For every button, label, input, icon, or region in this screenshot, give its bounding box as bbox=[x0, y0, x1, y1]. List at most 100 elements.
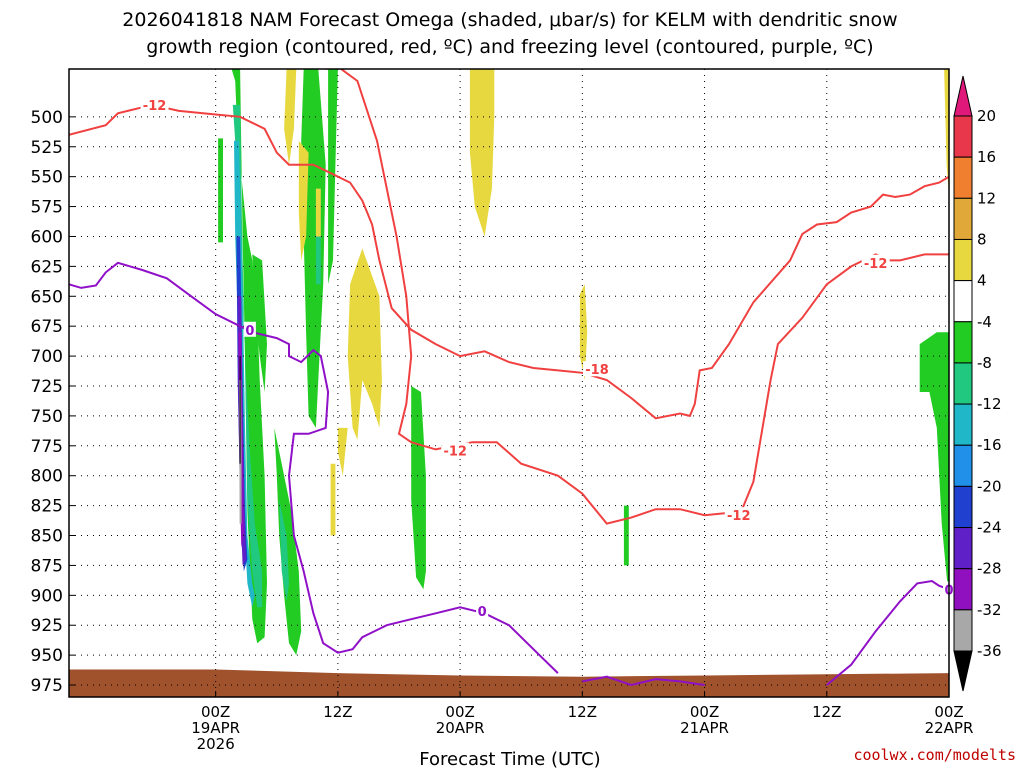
omega-neg-9 bbox=[623, 505, 629, 566]
colorbar-label: 4 bbox=[977, 272, 987, 290]
colorbar-bottom-arrow bbox=[953, 650, 973, 692]
x-tick-label: 22APR bbox=[925, 719, 974, 737]
colorbar-bin bbox=[953, 156, 973, 199]
red-contour-label-bg bbox=[861, 254, 890, 270]
colorbar-label: -16 bbox=[977, 436, 1002, 454]
x-tick-label: 19APR bbox=[191, 719, 240, 737]
colorbar-bin bbox=[953, 609, 973, 652]
colorbar-label: 8 bbox=[977, 230, 987, 248]
red-contour-label-bg bbox=[583, 361, 611, 377]
colorbar-bin bbox=[953, 403, 973, 446]
x-tick-label: 00Z bbox=[690, 703, 719, 721]
omega-pos-7 bbox=[469, 69, 495, 237]
omega-pos-3 bbox=[315, 188, 321, 237]
plot-gridlines bbox=[69, 69, 950, 697]
y-tick-label: 650 bbox=[31, 287, 63, 307]
omega-neg-1 bbox=[218, 138, 223, 243]
red-contour-label-bg bbox=[441, 442, 470, 458]
y-tick-label: 925 bbox=[31, 616, 63, 636]
purple-contour-label: 0 bbox=[245, 324, 254, 339]
y-tick-label: 825 bbox=[31, 497, 63, 517]
colorbar-label: -24 bbox=[977, 519, 1002, 537]
y-tick-label: 800 bbox=[31, 467, 63, 487]
colorbar-label: 20 bbox=[977, 107, 996, 125]
y-tick-label: 600 bbox=[31, 227, 63, 247]
credit-text: coolwx.com/modelts bbox=[853, 746, 1016, 764]
colorbar-bin bbox=[953, 115, 973, 158]
x-tick-label: 00Z bbox=[201, 703, 230, 721]
purple-contour-label-bg bbox=[243, 321, 256, 337]
omega-neg-11 bbox=[919, 332, 949, 602]
red-contour-label-bg bbox=[140, 96, 169, 112]
dgz-upper bbox=[69, 103, 949, 420]
x-tick-label: 12Z bbox=[568, 703, 597, 721]
red-contour-label: -12 bbox=[727, 509, 751, 524]
omega-neg-14 bbox=[279, 499, 289, 602]
y-tick-label: 975 bbox=[31, 676, 63, 696]
y-tick-label: 575 bbox=[31, 198, 63, 218]
y-tick-label: 950 bbox=[31, 646, 63, 666]
colorbar-label: -12 bbox=[977, 395, 1002, 413]
contour-lines bbox=[69, 69, 949, 687]
terrain-polygon bbox=[69, 669, 949, 697]
y-tick-label: 725 bbox=[31, 377, 63, 397]
x-tick-label: 2026 bbox=[197, 735, 235, 753]
x-tick-label: 00Z bbox=[934, 703, 963, 721]
red-contour-label: -12 bbox=[864, 257, 888, 272]
colorbar-bin bbox=[953, 238, 973, 282]
omega-pos-5 bbox=[337, 427, 348, 476]
y-tick-label: 900 bbox=[31, 586, 63, 606]
freezing-level-left bbox=[69, 261, 559, 674]
chart-title-line2: growth region (contoured, red, ºC) and f… bbox=[146, 36, 873, 58]
purple-contour-label-bg bbox=[476, 602, 489, 618]
x-tick-label: 00Z bbox=[445, 703, 474, 721]
colorbar-bin bbox=[953, 527, 973, 570]
y-tick-label: 775 bbox=[31, 437, 63, 457]
x-tick-label: 12Z bbox=[323, 703, 352, 721]
y-tick-label: 750 bbox=[31, 407, 63, 427]
x-axis-label: Forecast Time (UTC) bbox=[419, 749, 600, 768]
chart-title-line1: 2026041818 NAM Forecast Omega (shaded, μ… bbox=[122, 9, 897, 31]
omega-pos-6 bbox=[330, 463, 336, 536]
y-axis: 500 525 550 575 600 625 650 675 700 725 750 775 800 8… bbox=[31, 108, 75, 696]
terrain-fill bbox=[69, 669, 949, 697]
colorbar-label: -36 bbox=[977, 642, 1002, 660]
colorbar-bin bbox=[953, 444, 973, 487]
colorbar-bin bbox=[953, 485, 973, 529]
omega-pos-1 bbox=[284, 69, 297, 165]
red-contour-label: -18 bbox=[585, 363, 609, 378]
purple-contour-label: 0 bbox=[478, 605, 487, 620]
y-tick-label: 550 bbox=[31, 168, 63, 188]
red-contour-label: -12 bbox=[443, 445, 467, 460]
colorbar-bin bbox=[953, 280, 973, 323]
dgz-lower bbox=[325, 69, 949, 525]
colorbar-label: -4 bbox=[977, 313, 992, 331]
omega-neg-4 bbox=[274, 427, 302, 656]
colorbar-bin bbox=[953, 321, 973, 364]
y-tick-label: 625 bbox=[31, 257, 63, 277]
colorbar-bin bbox=[953, 362, 973, 405]
freezing-level-right bbox=[582, 675, 705, 687]
red-contour-label-bg bbox=[724, 507, 753, 523]
colorbar-label: -28 bbox=[977, 560, 1002, 578]
x-tick-label: 20APR bbox=[436, 719, 485, 737]
y-tick-label: 875 bbox=[31, 556, 63, 576]
colorbar-bin bbox=[953, 568, 973, 611]
colorbar-label: -8 bbox=[977, 354, 992, 372]
y-tick-label: 700 bbox=[31, 347, 63, 367]
colorbar-label: 16 bbox=[977, 148, 996, 166]
omega-neg-21 bbox=[239, 356, 241, 464]
omega-pos-2 bbox=[298, 140, 309, 261]
y-tick-label: 525 bbox=[31, 138, 63, 158]
omega-neg-3 bbox=[252, 254, 267, 392]
omega-pos-4 bbox=[347, 248, 382, 440]
omega-neg-5 bbox=[301, 69, 326, 428]
colorbar: 20 16 12 8 4 -4 -8 -12 -16 -20 -24 -28 -32 -36 bbox=[953, 75, 1002, 692]
freezing-level-far-right bbox=[826, 579, 949, 686]
omega-pos-9 bbox=[944, 69, 949, 195]
omega-neg-8 bbox=[411, 386, 426, 590]
omega-shading bbox=[218, 69, 949, 656]
y-tick-label: 675 bbox=[31, 317, 63, 337]
